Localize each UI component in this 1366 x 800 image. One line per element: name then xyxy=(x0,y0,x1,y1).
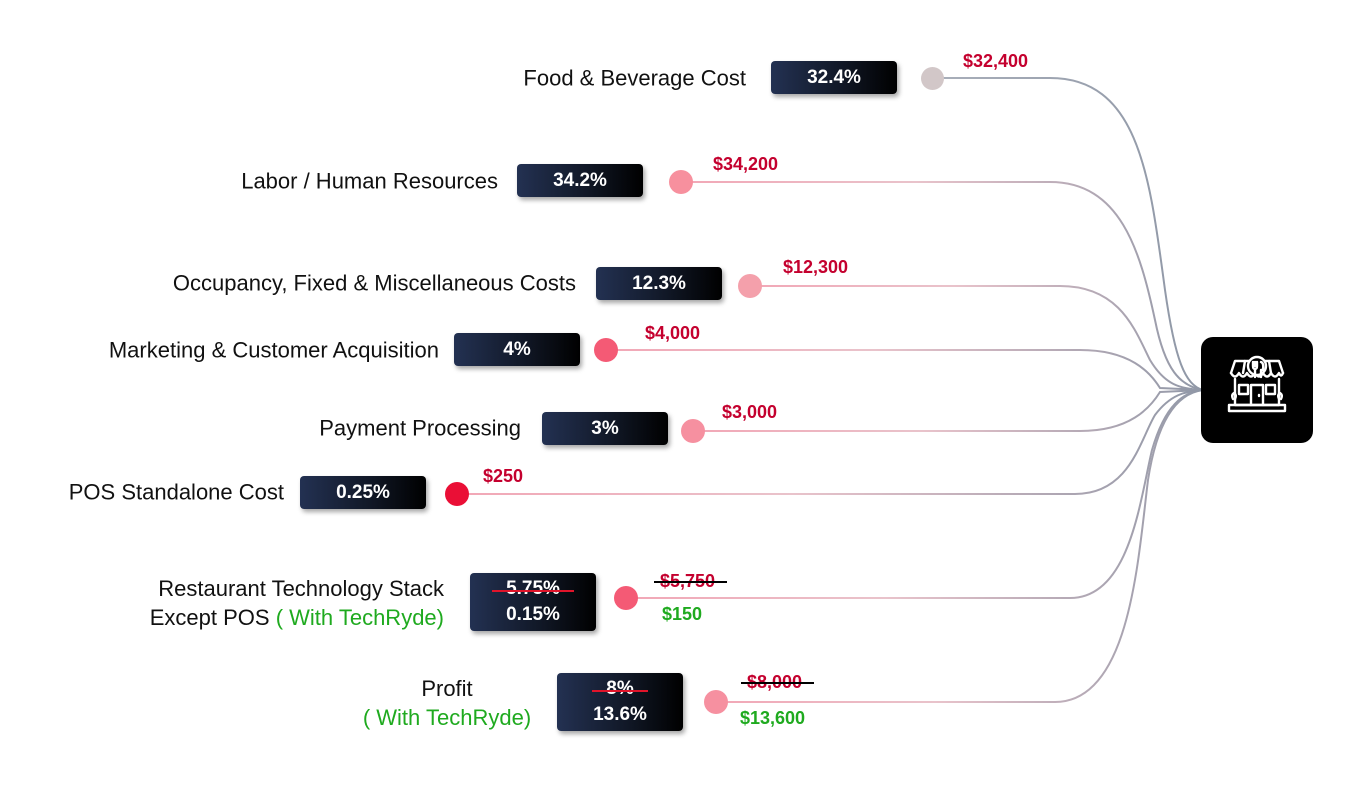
connector-occupancy xyxy=(750,285,1204,391)
label-food: Food & Beverage Cost xyxy=(523,65,746,91)
dot-food xyxy=(921,67,944,90)
label-techstack: Restaurant Technology Stack Except POS (… xyxy=(90,574,444,632)
percent-pos: 0.25% xyxy=(336,481,390,503)
label-profit-note: ( With TechRyde) xyxy=(362,705,532,730)
connector-pos xyxy=(457,389,1204,495)
connector-labor xyxy=(681,181,1204,391)
percent-labor: 34.2% xyxy=(553,169,607,191)
percent-badge-pos: 0.25% xyxy=(300,476,426,509)
percent-profit-new: 13.6% xyxy=(593,704,647,725)
percent-food: 32.4% xyxy=(807,66,861,88)
amount-marketing: $4,000 xyxy=(645,323,701,343)
percent-techstack-old: 5.75% xyxy=(492,576,574,602)
label-occupancy: Occupancy, Fixed & Miscellaneous Costs xyxy=(172,270,576,296)
percent-badge-techstack: 5.75% 0.15% xyxy=(470,573,596,631)
dot-marketing xyxy=(594,338,618,362)
label-profit-line1: Profit xyxy=(421,676,473,701)
amount-profit-old-text: $8,000 xyxy=(747,672,803,692)
label-techstack-text: Except POS xyxy=(149,605,270,630)
amount-food: $32,400 xyxy=(963,51,1029,71)
percent-badge-payment: 3% xyxy=(542,412,668,445)
connector-payment xyxy=(693,389,1204,432)
connector-food xyxy=(933,77,1204,391)
dot-techstack xyxy=(614,586,638,610)
label-techstack-note: ( With TechRyde) xyxy=(275,605,444,630)
dot-occupancy xyxy=(738,274,762,298)
percent-badge-labor: 34.2% xyxy=(517,164,643,197)
amount-profit-new: $13,600 xyxy=(740,708,806,728)
amount-occupancy: $12,300 xyxy=(783,257,849,277)
label-profit: Profit ( With TechRyde) xyxy=(340,674,554,732)
percent-badge-profit: 8% 13.6% xyxy=(557,673,683,731)
dot-profit xyxy=(704,690,728,714)
amount-labor: $34,200 xyxy=(713,154,779,174)
amount-payment: $3,000 xyxy=(722,402,778,422)
amount-profit-old: $8,000 xyxy=(747,672,802,693)
connector-marketing xyxy=(606,349,1204,391)
amount-techstack-old: $5,750 xyxy=(660,571,715,592)
label-pos: POS Standalone Cost xyxy=(68,479,284,505)
label-techstack-line2: Except POS ( With TechRyde) xyxy=(90,603,444,632)
label-marketing: Marketing & Customer Acquisition xyxy=(108,337,439,363)
dot-pos xyxy=(445,482,469,506)
label-payment: Payment Processing xyxy=(319,415,521,441)
label-labor: Labor / Human Resources xyxy=(241,168,498,194)
amount-pos: $250 xyxy=(483,466,524,486)
amount-techstack-new: $150 xyxy=(662,604,703,624)
percent-badge-marketing: 4% xyxy=(454,333,580,366)
percent-marketing: 4% xyxy=(503,338,531,360)
restaurant-storefront-icon xyxy=(1227,355,1287,413)
connector-profit xyxy=(716,389,1204,703)
percent-profit-old: 8% xyxy=(592,676,649,702)
percent-techstack-new: 0.15% xyxy=(506,604,560,625)
dot-payment xyxy=(681,419,705,443)
amount-techstack-old-text: $5,750 xyxy=(660,571,716,591)
percent-payment: 3% xyxy=(591,417,619,439)
dot-labor xyxy=(669,170,693,194)
percent-badge-food: 32.4% xyxy=(771,61,897,94)
label-techstack-line1: Restaurant Technology Stack xyxy=(158,576,444,601)
percent-occupancy: 12.3% xyxy=(632,272,686,294)
restaurant-hub xyxy=(1201,337,1313,443)
connector-techstack xyxy=(626,389,1204,599)
percent-badge-occupancy: 12.3% xyxy=(596,267,722,300)
